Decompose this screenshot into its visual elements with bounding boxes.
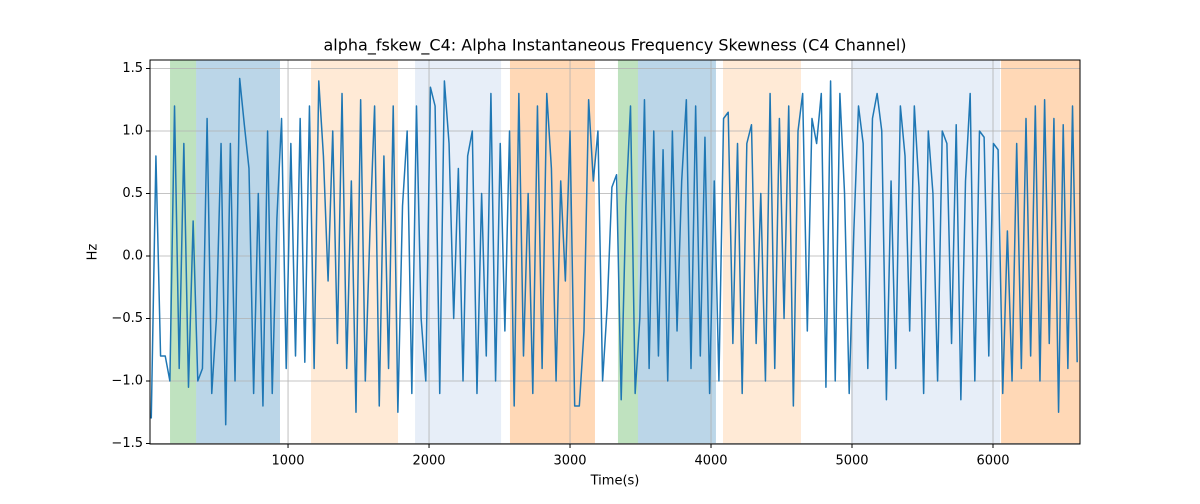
shaded-span [509, 60, 595, 444]
y-tick-label: 0.5 [122, 186, 143, 201]
y-tick-label: −1.0 [111, 374, 143, 389]
plot-frame [149, 59, 1081, 445]
grid [150, 60, 1080, 444]
x-tick-label: 4000 [694, 454, 727, 469]
ticks: 1000 2000 3000 4000 5000 6000 −1.5 −1.0 −0.5 0.0 0… [111, 61, 1009, 469]
x-tick-label: 5000 [835, 454, 868, 469]
x-axis-label: Time(s) [590, 474, 640, 489]
x-tick-label: 3000 [553, 454, 586, 469]
y-tick-label: 1.0 [122, 124, 143, 139]
x-tick-label: 2000 [412, 454, 445, 469]
y-tick-label: 1.5 [122, 61, 143, 76]
y-tick-label: 0.0 [122, 249, 143, 264]
y-tick-label: −1.5 [111, 436, 143, 451]
data-line [150, 77, 1078, 426]
shaded-span [311, 60, 399, 444]
y-tick-label: −0.5 [111, 311, 143, 326]
spans [170, 60, 1080, 444]
x-tick-label: 6000 [976, 454, 1009, 469]
chart-title: alpha_fskew_C4: Alpha Instantaneous Freq… [323, 36, 906, 56]
shaded-span [1001, 60, 1080, 444]
shaded-span [637, 60, 716, 444]
y-axis-label: Hz [86, 244, 101, 261]
x-tick-label: 1000 [271, 454, 304, 469]
lines [150, 77, 1078, 426]
